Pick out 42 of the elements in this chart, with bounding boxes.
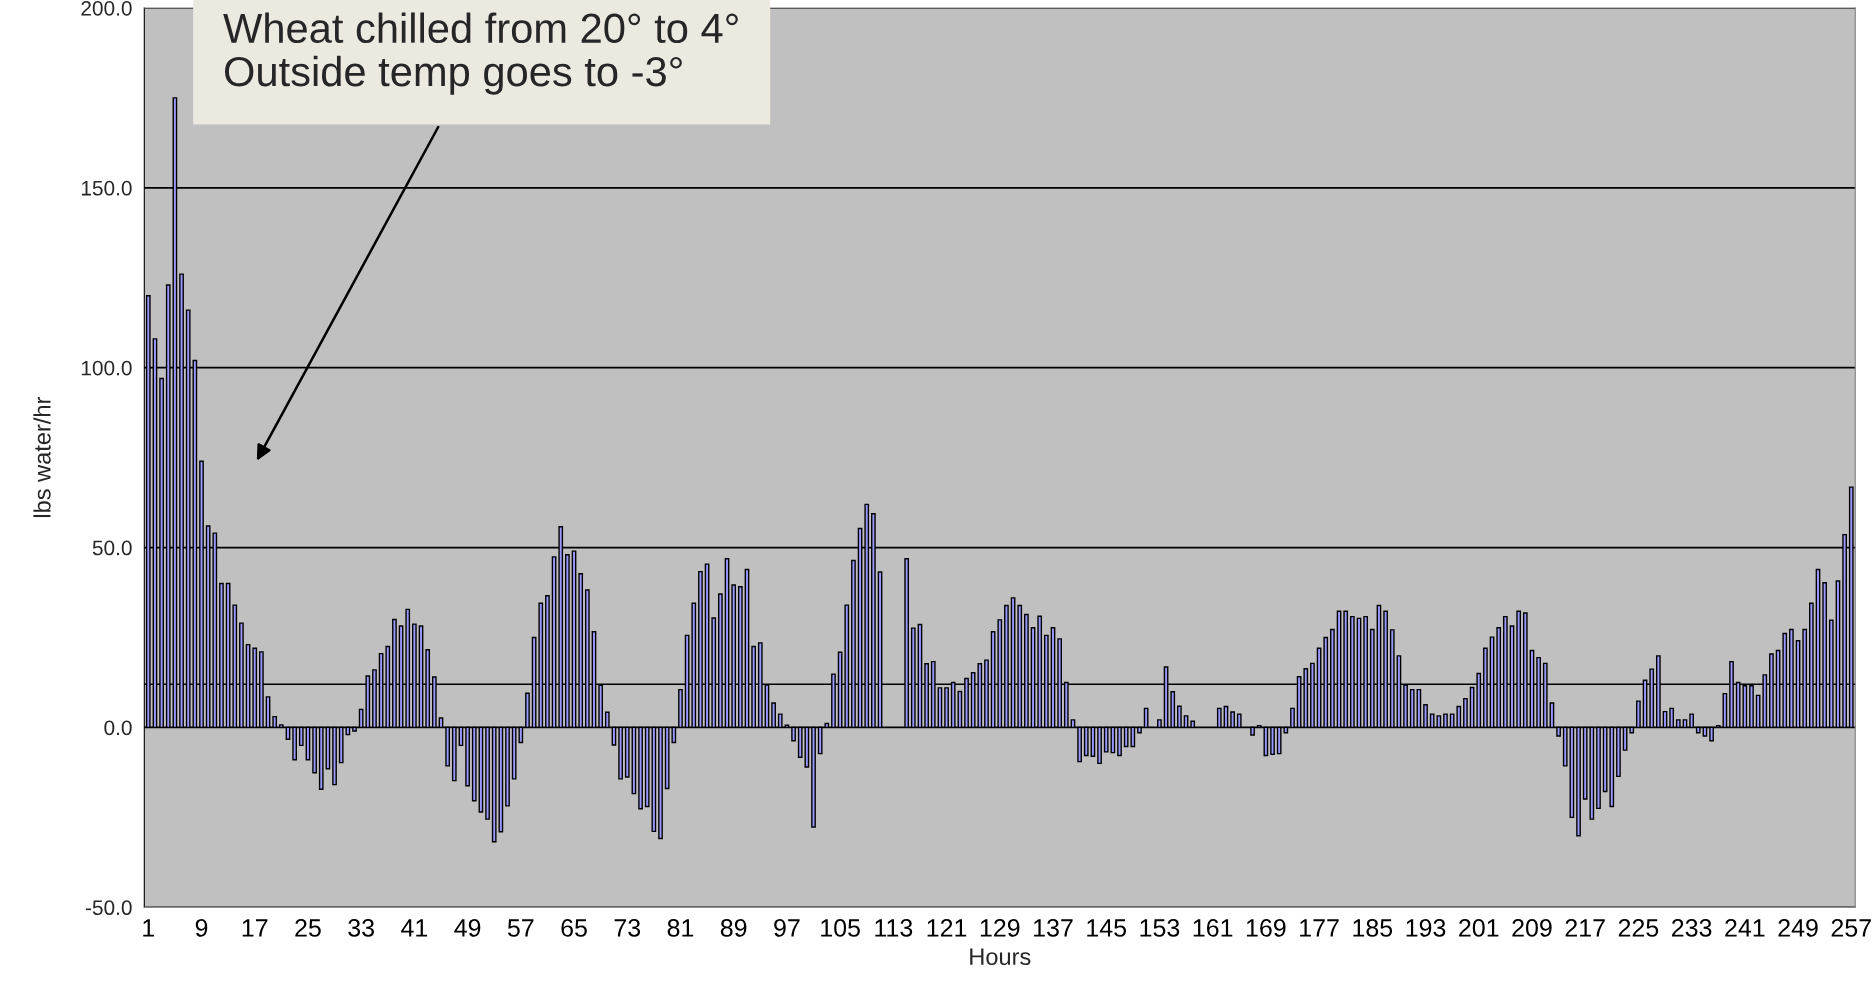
annotation: Wheat chilled from 20° to 4° Outside temp goes to -3° (223, 12, 738, 95)
x-tick-label: 153 (1140, 919, 1180, 937)
x-tick-label: 225 (1618, 919, 1659, 937)
x-tick-label: 177 (1300, 919, 1339, 937)
x-tick-label: 1 (143, 919, 155, 937)
y-tick-label: 150.0 (81, 180, 132, 196)
x-tick-label: 121 (927, 919, 967, 937)
x-tick-label: 217 (1565, 919, 1605, 937)
y-tick-label: 0.0 (104, 720, 132, 736)
x-tick-label: 33 (348, 919, 374, 937)
x-tick-label: 57 (507, 919, 534, 937)
x-tick-label: 25 (295, 919, 321, 937)
y-axis-title: lbs water/hr (33, 396, 51, 518)
x-tick-label: 41 (401, 919, 428, 937)
x-tick-label: 81 (667, 919, 694, 937)
x-tick-label: 233 (1672, 919, 1712, 937)
x-tick-label: 49 (454, 919, 481, 937)
y-tick-label: 100.0 (81, 360, 132, 376)
x-tick-label: 9 (195, 919, 208, 937)
x-tick-label: 193 (1406, 919, 1446, 937)
x-tick-label: 185 (1353, 919, 1393, 937)
x-tick-label: 145 (1087, 919, 1127, 937)
x-tick-label: 257 (1831, 919, 1871, 937)
x-tick-label: 169 (1246, 919, 1286, 937)
x-tick-label: 161 (1193, 919, 1233, 937)
x-tick-label: 137 (1034, 919, 1073, 937)
x-tick-label: 105 (821, 919, 860, 937)
x-tick-label: 249 (1778, 919, 1818, 937)
x-tick-label: 65 (561, 919, 587, 937)
x-tick-label: 209 (1512, 919, 1552, 937)
x-tick-label: 201 (1459, 919, 1499, 937)
y-tick-label: -50.0 (85, 900, 132, 916)
x-tick-label: 129 (980, 919, 1020, 937)
y-tick-label: 50.0 (92, 540, 132, 556)
x-tick-label: 97 (774, 919, 800, 937)
x-tick-label: 241 (1725, 919, 1765, 937)
y-tick-label: 200.0 (81, 0, 132, 16)
x-tick-label: 17 (242, 919, 268, 937)
x-tick-label: 73 (614, 919, 641, 937)
x-axis-title: Hours (970, 948, 1031, 966)
x-tick-label: 113 (875, 919, 913, 937)
x-tick-label: 89 (720, 919, 747, 937)
